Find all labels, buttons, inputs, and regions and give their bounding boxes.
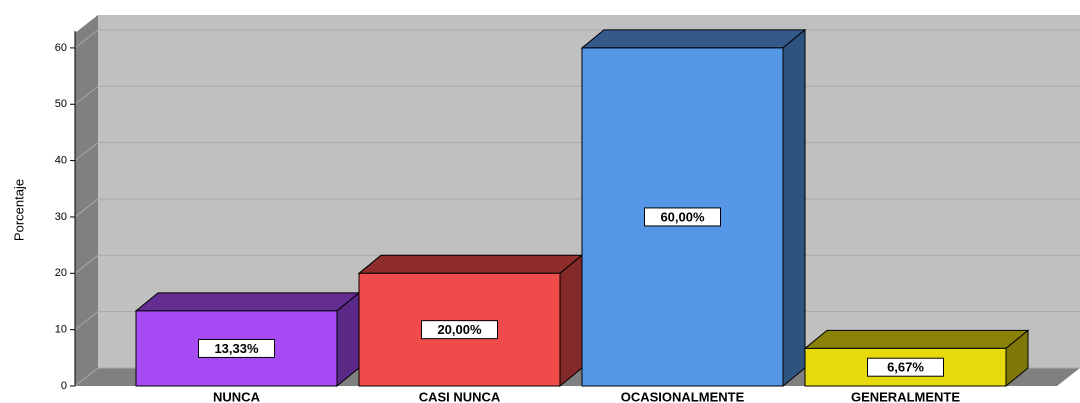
grid-line [74,85,99,105]
bar-side [559,254,583,388]
y-tick-label: 20 [55,267,67,279]
value-label: 20,00% [437,322,482,337]
grid-line [74,311,99,331]
grid-line [74,254,99,274]
bar-top [580,29,807,49]
bar-top [357,254,584,274]
y-axis-label: Porcentaje [11,179,26,241]
value-label-box [198,338,275,358]
y-tick-label: 60 [55,42,67,54]
grid-line [74,29,99,49]
x-tick-label: OCASIONALMENTE [621,389,745,403]
value-label-box [867,357,944,377]
x-tick-label: CASI NUNCA [419,389,501,403]
y-tick-label: 10 [55,324,67,336]
x-tick-label: GENERALMENTE [851,389,960,403]
y-tick-label: 0 [61,380,67,392]
bar-top [803,329,1030,349]
value-label: 60,00% [660,209,705,224]
value-label-box [421,320,498,340]
bar-top [134,292,361,312]
value-label: 6,67% [887,360,924,375]
value-label: 13,33% [214,341,259,356]
x-tick-label: NUNCA [213,389,261,403]
y-tick-label: 40 [55,155,67,167]
y-tick-label: 50 [55,98,67,110]
left-wall [75,15,98,386]
grid-line [74,198,99,218]
bar-side [782,28,806,388]
grid-line [74,142,99,161]
y-tick-label: 30 [55,211,67,223]
grid-line [74,367,99,387]
value-label-box [644,207,721,227]
